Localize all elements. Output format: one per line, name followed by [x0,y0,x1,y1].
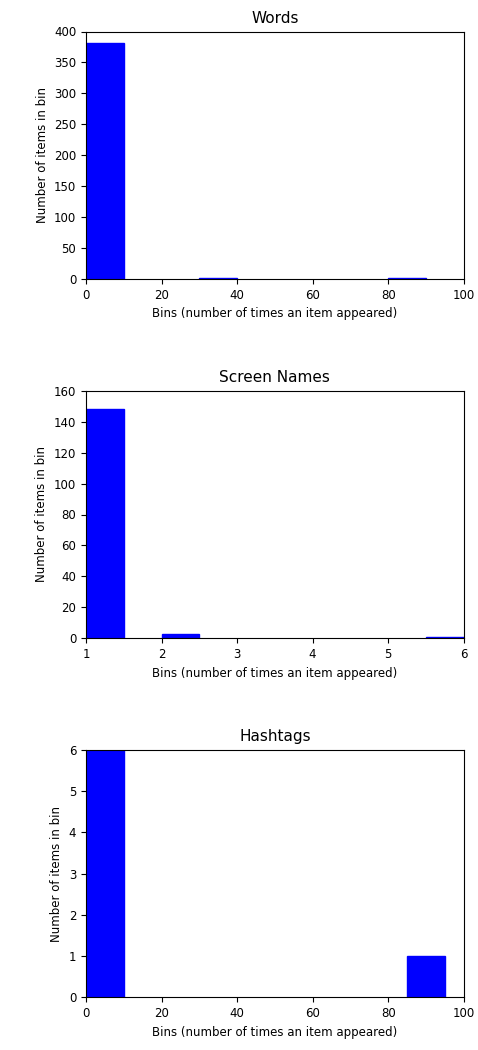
X-axis label: Bins (number of times an item appeared): Bins (number of times an item appeared) [152,1026,398,1038]
X-axis label: Bins (number of times an item appeared): Bins (number of times an item appeared) [152,308,398,320]
Title: Screen Names: Screen Names [219,371,330,385]
Title: Words: Words [251,12,299,26]
Bar [86,750,124,997]
X-axis label: Bins (number of times an item appeared): Bins (number of times an item appeared) [152,667,398,679]
Bar [162,634,199,638]
Bar [426,636,464,638]
Bar [86,410,124,638]
Title: Hashtags: Hashtags [239,730,311,744]
Y-axis label: Number of items in bin: Number of items in bin [35,446,48,583]
Y-axis label: Number of items in bin: Number of items in bin [50,805,63,942]
Bar [199,278,237,279]
Y-axis label: Number of items in bin: Number of items in bin [35,87,48,224]
Bar [388,278,426,279]
Bar [86,43,124,279]
Bar [407,957,445,998]
